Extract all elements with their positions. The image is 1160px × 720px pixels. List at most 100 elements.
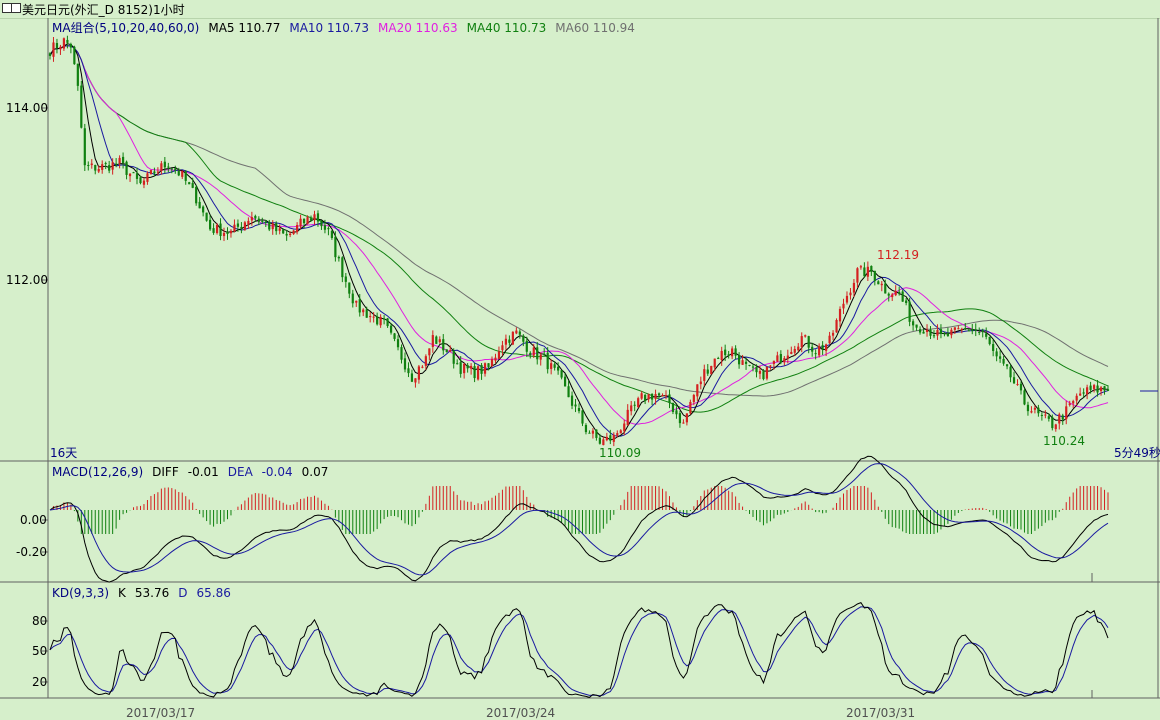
candle-body (720, 350, 723, 361)
candle-body (640, 393, 643, 399)
candle-body (661, 395, 664, 397)
candle-body (511, 331, 514, 345)
candle-body (870, 265, 873, 272)
candle-body (118, 157, 121, 164)
candle-body (142, 180, 146, 185)
candle-body (953, 327, 956, 330)
candle-body (918, 329, 922, 333)
candle-body (222, 232, 226, 237)
candle-body (800, 336, 803, 347)
candle-body (925, 329, 929, 332)
candle-body (355, 300, 358, 303)
window-title: 美元日元(外汇_D 8152)1小时 (22, 3, 185, 17)
candle-body (362, 309, 365, 313)
chart-canvas[interactable]: MA组合(5,10,20,40,60,0) MA5 110.77 MA10 110.… (0, 18, 1160, 720)
candle-body (494, 357, 497, 361)
candle-body (985, 333, 988, 337)
candle-body (790, 351, 793, 354)
candle-body (863, 267, 866, 277)
candle-body (828, 335, 831, 344)
diff-line (49, 455, 1109, 583)
candle-body (609, 435, 612, 441)
candle-body (758, 370, 762, 374)
candle-body (320, 220, 323, 227)
candle-body (974, 329, 977, 331)
candle-body (483, 363, 487, 374)
title-bar: 美元日元(外汇_D 8152)1小时 (0, 0, 1160, 19)
candle-body (845, 295, 849, 303)
legend-item: MA5 110.77 (208, 21, 280, 35)
candle-body (1058, 414, 1061, 424)
candle-body (1054, 424, 1057, 430)
candle-body (657, 393, 661, 396)
candle-body (525, 340, 528, 352)
candle-body (313, 214, 316, 221)
candle-body (146, 173, 149, 182)
candle-body (240, 226, 243, 229)
candle-body (588, 432, 591, 434)
candle-body (992, 344, 995, 351)
ma5-line (49, 43, 1109, 441)
candle-body (456, 363, 459, 365)
ma40-line (49, 45, 1109, 413)
candle-body (821, 345, 824, 350)
candle-body (170, 168, 173, 170)
candle-body (570, 395, 574, 406)
candle-body (957, 328, 960, 330)
candle-body (1005, 364, 1009, 367)
candle-body (215, 224, 219, 234)
candle-body (692, 395, 695, 402)
window-minimize-icon[interactable] (11, 3, 21, 13)
candle-body (76, 63, 79, 86)
main-legend: MA组合(5,10,20,40,60,0) MA5 110.77 MA10 110.… (52, 20, 635, 35)
candle-body (765, 366, 769, 379)
candle-body (295, 225, 299, 233)
candle-body (1103, 386, 1106, 391)
legend-item: MA10 110.73 (289, 21, 369, 35)
candle-body (445, 349, 448, 352)
candle-body (619, 430, 622, 434)
x-tick-label: 2017/03/31 (846, 706, 915, 720)
candle-body (884, 283, 887, 294)
candle-body (671, 402, 675, 412)
candle-body (946, 333, 950, 336)
candle-body (898, 291, 901, 294)
candle-body (198, 201, 201, 209)
candlestick-series (48, 35, 1110, 447)
candle-body (546, 352, 549, 370)
legend-item: 53.76 (135, 586, 169, 600)
candle-body (66, 39, 69, 43)
ma10-line (49, 45, 1109, 437)
candle-body (337, 256, 340, 259)
candle-body (783, 358, 786, 363)
candle-body (1047, 416, 1050, 419)
candle-body (1065, 406, 1068, 420)
candle-body (905, 300, 908, 304)
macd-y-axis: 0.00 -0.20 (16, 513, 48, 559)
candle-body (55, 43, 59, 48)
candle-body (731, 348, 734, 357)
candle-body (470, 365, 473, 369)
candle-body (463, 363, 466, 374)
candle-body (1044, 414, 1047, 416)
candle-body (504, 338, 508, 345)
candle-body (351, 293, 354, 304)
candle-body (999, 356, 1002, 359)
candle-body (539, 354, 542, 360)
legend-item: MA20 110.63 (378, 21, 458, 35)
candle-body (689, 401, 692, 414)
candle-body (438, 339, 441, 343)
main-y-axis: 114.00 112.00 (6, 101, 48, 287)
candle-body (264, 221, 267, 223)
y-tick-label: 50 (32, 644, 47, 658)
dea-line (49, 463, 1109, 576)
candle-body (1040, 414, 1043, 416)
candle-body (696, 384, 699, 397)
candle-body (330, 230, 334, 238)
candle-body (877, 281, 880, 285)
candle-body (623, 423, 626, 432)
candle-body (647, 394, 650, 400)
candle-body (132, 172, 135, 174)
candle-body (755, 366, 758, 373)
candle-body (807, 336, 810, 348)
